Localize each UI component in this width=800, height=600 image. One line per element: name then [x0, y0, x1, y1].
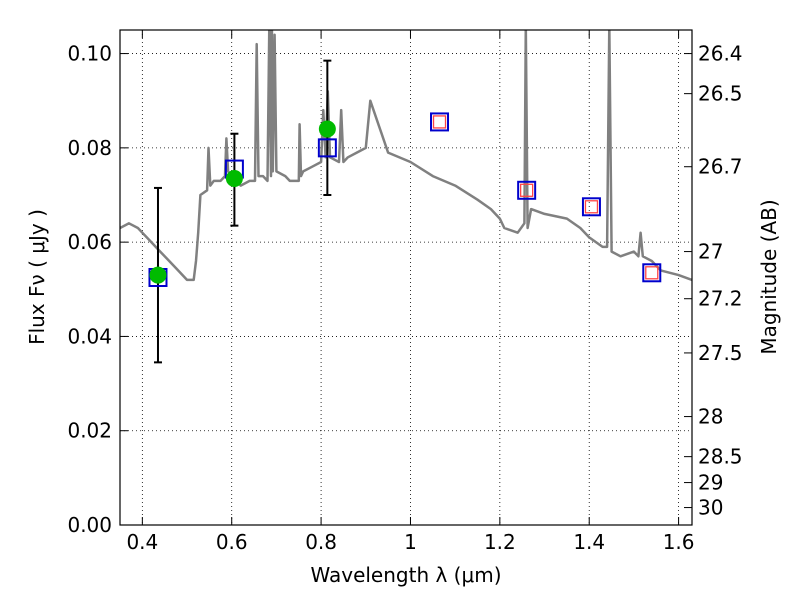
right-y-tick-label: 30 [698, 496, 723, 520]
spectrum-line [120, 30, 692, 282]
synthetic-point [584, 200, 599, 214]
y-tick-label: 0.08 [67, 136, 112, 160]
x-tick-label: 0.8 [305, 530, 337, 554]
right-y-tick-label: 28 [698, 405, 723, 429]
marker-layer [148, 112, 662, 287]
observed-point [149, 266, 167, 284]
x-tick-label: 1 [404, 530, 417, 554]
model-point [581, 197, 601, 217]
grid [120, 30, 692, 526]
y-tick-label: 0.04 [67, 324, 112, 348]
model-point [317, 138, 337, 158]
x-axis-label: Wavelength λ (μm) [310, 563, 501, 587]
right-axis-label: Magnitude (AB) [757, 199, 781, 354]
synthetic-point [645, 266, 659, 280]
x-tick-label: 0.4 [126, 530, 158, 554]
y-tick-label: 0.10 [67, 42, 112, 66]
x-tick-label: 0.6 [216, 530, 248, 554]
model-point [642, 263, 662, 283]
tick-layer: 0.4 0.6 0.8 1 1.2 1.4 1.6 0.00 0.02 0.04 0.06 0.08 0… [67, 30, 743, 554]
right-y-tick-label: 26.5 [698, 82, 743, 106]
right-y-tick-label: 28.5 [698, 445, 743, 469]
synthetic-point [520, 183, 534, 197]
model-point [517, 180, 537, 200]
x-tick-label: 1.4 [573, 530, 605, 554]
right-y-tick-label: 26.4 [698, 42, 743, 66]
x-tick-label: 1.6 [663, 530, 695, 554]
observed-point [318, 120, 336, 138]
plot-frame [119, 29, 693, 526]
right-y-tick-label: 27 [698, 240, 723, 264]
synthetic-point [432, 115, 447, 129]
right-y-tick-label: 27.2 [698, 287, 743, 311]
right-y-tick-label: 26.7 [698, 155, 743, 179]
y-axis-label: Flux Fν ( μJy ) [25, 209, 49, 345]
errorbar-layer [153, 59, 332, 364]
y-tick-label: 0.00 [67, 513, 112, 537]
model-point [430, 112, 450, 132]
observed-point [225, 170, 243, 187]
spectrum-layer [120, 30, 692, 282]
y-tick-label: 0.06 [67, 230, 112, 254]
right-y-tick-label: 27.5 [698, 341, 743, 365]
x-tick-label: 1.2 [484, 530, 516, 554]
right-y-tick-label: 29 [698, 471, 723, 495]
y-tick-label: 0.02 [67, 419, 112, 443]
